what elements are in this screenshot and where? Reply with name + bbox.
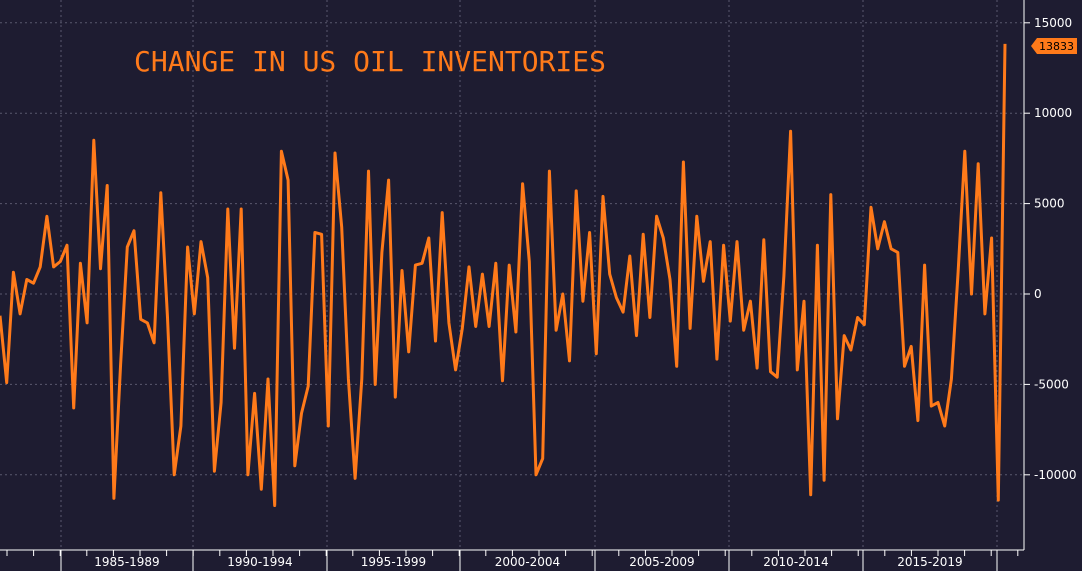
- x-tick-label: 2005-2009: [629, 555, 694, 569]
- y-tick-label: 10000: [1034, 106, 1072, 120]
- last-value-badge: 13833: [1031, 38, 1077, 54]
- chart-title: CHANGE IN US OIL INVENTORIES: [134, 45, 606, 78]
- x-tick-label: 2010-2014: [763, 555, 828, 569]
- x-tick-label: 2000-2004: [495, 555, 560, 569]
- last-value-badge-shape: [1031, 38, 1077, 54]
- y-tick-label: 15000: [1034, 16, 1072, 30]
- y-tick-label: 5000: [1034, 197, 1065, 211]
- y-tick-label: 0: [1034, 287, 1042, 301]
- x-tick-label: 2015-2019: [897, 555, 962, 569]
- x-tick-label: 1995-1999: [361, 555, 426, 569]
- series-line: [0, 43, 1007, 507]
- series-layer: [0, 43, 1007, 507]
- y-tick-label: -5000: [1034, 377, 1069, 391]
- y-tick-label: -10000: [1034, 468, 1077, 482]
- x-tick-label: 1990-1994: [227, 555, 292, 569]
- last-value-label: 13833: [1039, 40, 1074, 53]
- x-tick-label: 1985-1989: [94, 555, 159, 569]
